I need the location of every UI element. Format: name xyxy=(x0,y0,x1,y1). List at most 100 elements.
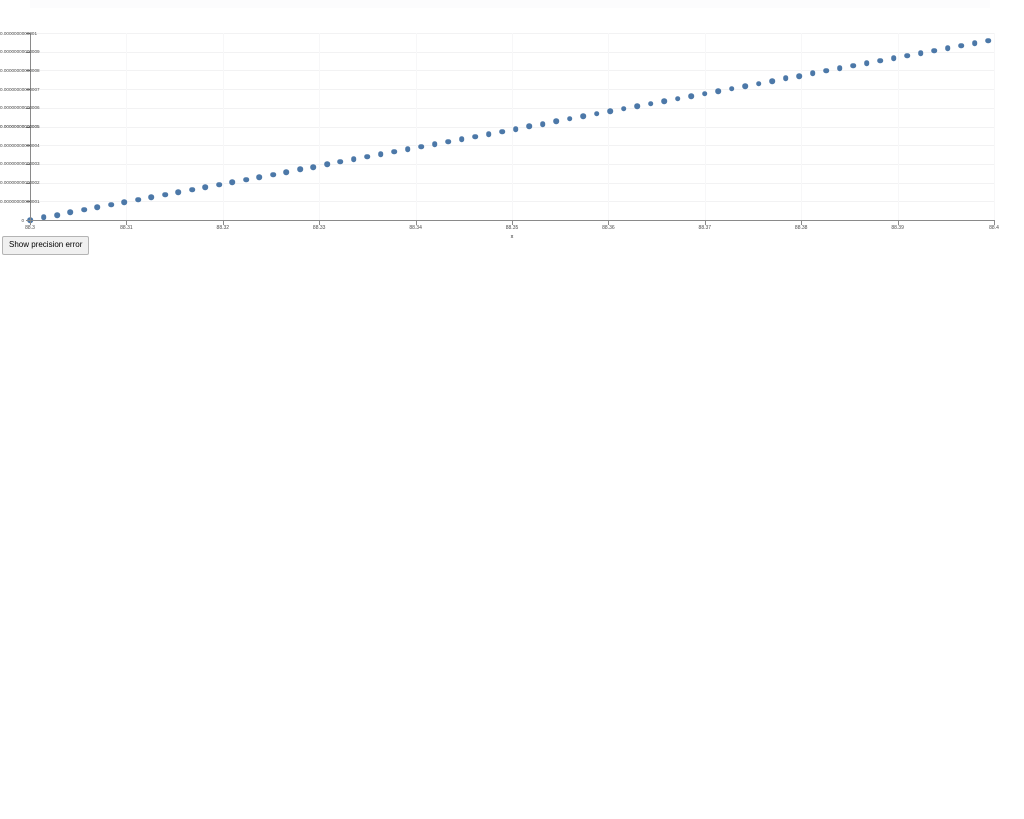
data-point xyxy=(378,151,384,158)
data-point xyxy=(594,111,600,117)
data-point xyxy=(121,199,128,206)
data-point xyxy=(189,186,195,193)
data-point xyxy=(944,45,951,51)
data-point xyxy=(175,189,182,195)
x-tick-mark xyxy=(319,220,321,225)
gridline-vertical xyxy=(126,33,128,220)
show-precision-error-button[interactable]: Show precision error xyxy=(2,236,90,255)
data-point xyxy=(850,63,857,69)
data-point xyxy=(40,214,47,221)
data-point xyxy=(702,90,708,97)
data-point xyxy=(162,191,168,198)
data-point xyxy=(459,136,465,142)
data-point xyxy=(243,176,249,183)
x-tick-mark xyxy=(222,220,224,225)
x-tick-label: 88.4 xyxy=(989,225,999,231)
x-tick-label: 88.3 xyxy=(25,225,35,231)
data-point xyxy=(108,202,114,208)
data-point xyxy=(216,181,222,188)
x-tick-mark xyxy=(126,220,128,225)
data-point xyxy=(135,196,141,203)
gridline-vertical xyxy=(608,33,610,220)
x-tick-mark xyxy=(994,220,995,225)
y-tick-label: 0.00000000000008 xyxy=(0,67,40,73)
data-point xyxy=(405,146,411,153)
data-point xyxy=(67,209,74,216)
y-tick-mark xyxy=(26,89,31,91)
data-point xyxy=(270,171,276,178)
data-point xyxy=(675,95,681,102)
data-point xyxy=(499,128,506,135)
y-tick-mark xyxy=(26,145,31,147)
y-tick-mark xyxy=(26,126,31,128)
gridline-vertical xyxy=(222,33,224,220)
data-point xyxy=(917,50,924,56)
y-tick-mark xyxy=(26,201,31,203)
y-tick-mark xyxy=(26,33,31,34)
data-point xyxy=(634,103,641,110)
data-point xyxy=(769,78,776,84)
gridline-vertical xyxy=(415,33,417,220)
data-point xyxy=(742,83,749,89)
y-tick-label: 0.00000000000009 xyxy=(0,49,40,55)
data-point xyxy=(621,105,627,112)
y-tick-label: 0.00000000000003 xyxy=(0,161,40,167)
plot-area xyxy=(27,33,995,223)
x-tick-label: 88.37 xyxy=(698,225,712,231)
data-point xyxy=(337,159,344,165)
y-tick-mark xyxy=(26,107,31,109)
y-tick-label: 0.0000000000001 xyxy=(0,30,38,36)
data-point xyxy=(580,113,587,120)
x-tick-mark xyxy=(512,220,513,225)
data-point xyxy=(661,98,668,104)
y-tick-label: 0.00000000000002 xyxy=(0,180,40,186)
data-point xyxy=(755,80,762,87)
data-point xyxy=(553,118,560,125)
data-point xyxy=(364,154,371,160)
data-point xyxy=(985,37,992,44)
data-point xyxy=(486,131,492,137)
data-point xyxy=(971,40,978,46)
data-point xyxy=(877,57,884,64)
data-point xyxy=(310,164,317,170)
data-point xyxy=(202,184,209,190)
gridline-vertical xyxy=(801,33,803,220)
data-point xyxy=(823,68,830,74)
x-tick-mark xyxy=(415,220,417,225)
y-tick-mark xyxy=(26,51,31,53)
data-point xyxy=(256,174,263,180)
y-tick-label: 0.00000000000007 xyxy=(0,86,40,92)
data-point xyxy=(958,42,965,49)
gridline-vertical xyxy=(897,33,899,220)
data-point xyxy=(931,47,938,54)
data-point xyxy=(836,65,843,72)
y-tick-mark xyxy=(26,220,31,221)
data-point xyxy=(809,70,816,77)
x-tick-mark xyxy=(608,220,610,225)
data-point xyxy=(324,161,330,168)
data-point xyxy=(283,169,290,175)
gridline-vertical xyxy=(319,33,321,220)
y-tick-label: 0.00000000000001 xyxy=(0,198,40,204)
gridline-vertical xyxy=(512,33,513,220)
data-point xyxy=(229,179,236,185)
data-point xyxy=(890,55,897,62)
gridline-vertical xyxy=(704,33,706,220)
x-tick-label: 88.35 xyxy=(505,225,519,231)
y-tick-mark xyxy=(26,182,31,184)
data-point xyxy=(688,93,695,99)
data-point xyxy=(904,52,911,59)
data-point xyxy=(607,108,614,115)
data-point xyxy=(513,126,519,132)
data-point xyxy=(148,194,155,201)
y-tick-label: 0.00000000000006 xyxy=(0,105,40,111)
data-point xyxy=(715,88,722,94)
data-point xyxy=(81,207,87,213)
data-point xyxy=(432,141,438,147)
x-tick-mark xyxy=(704,220,706,225)
x-tick-label: 88.32 xyxy=(216,225,230,231)
data-point xyxy=(297,166,303,173)
precision-error-chart: 0 0.00000000000001 0.00000000000002 0.00000… xyxy=(0,22,1024,241)
controls-row: Show precision error xyxy=(2,234,90,255)
y-tick-label: 0 xyxy=(21,217,24,223)
